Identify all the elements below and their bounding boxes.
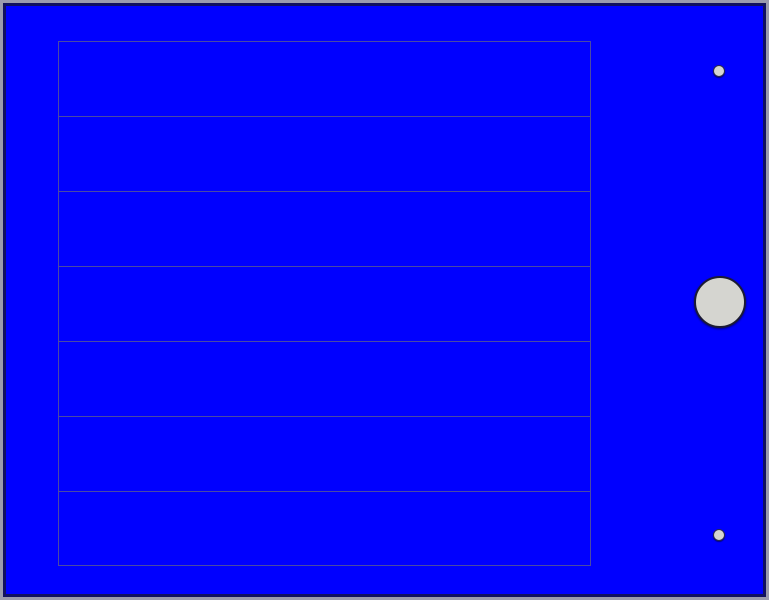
sheet-row-text [59,117,590,125]
status-indicator-bottom-icon[interactable] [713,529,725,541]
sheet-row[interactable] [59,192,590,267]
sheet-row[interactable] [59,342,590,417]
status-indicator-top-icon[interactable] [713,65,725,77]
ruled-sheet[interactable] [58,41,591,566]
sheet-row-text [59,192,590,200]
dial-knob[interactable] [694,276,746,328]
sheet-row-text [59,417,590,425]
sheet-row-text [59,492,590,500]
sheet-row[interactable] [59,267,590,342]
sheet-row-text [59,342,590,350]
sheet-row[interactable] [59,492,590,565]
sheet-row[interactable] [59,42,590,117]
sheet-row-text [59,42,590,50]
sheet-row-text [59,267,590,275]
canvas-surface [6,6,763,594]
sheet-row[interactable] [59,417,590,492]
sheet-row[interactable] [59,117,590,192]
